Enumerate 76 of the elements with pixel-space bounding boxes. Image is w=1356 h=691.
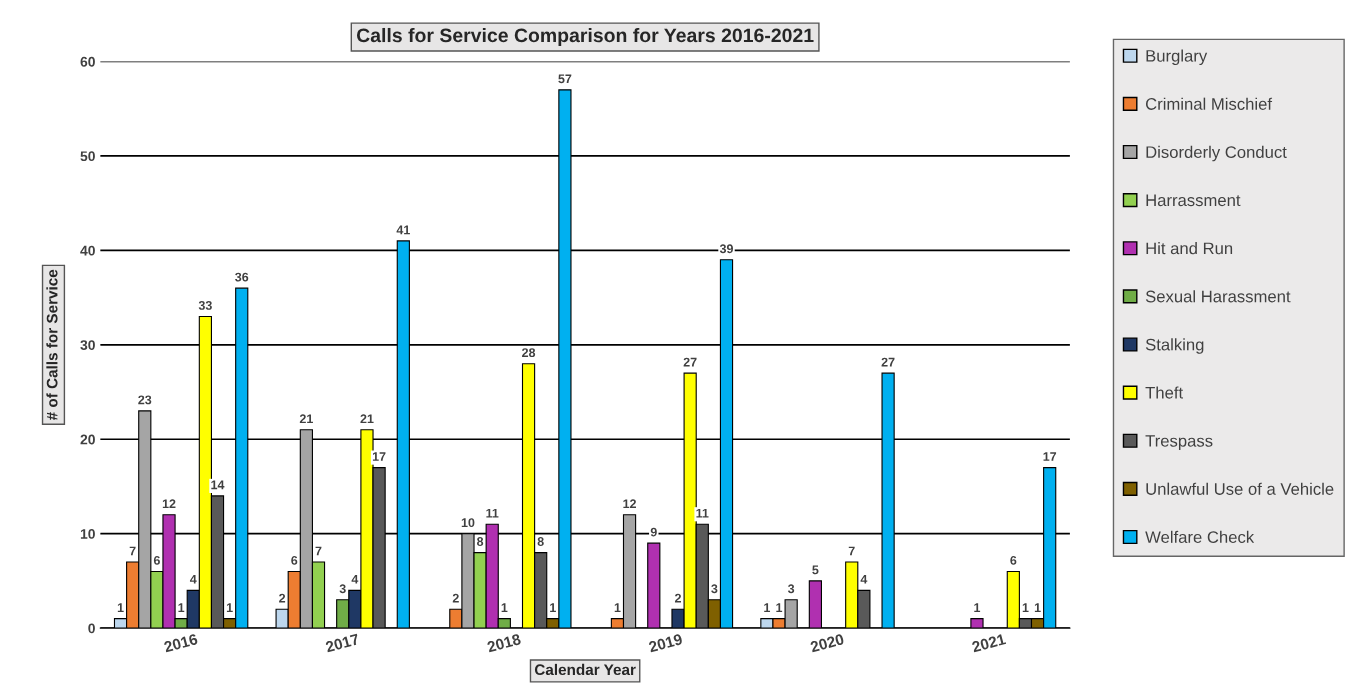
legend-label: Burglary <box>1146 49 1208 66</box>
data-label: 9 <box>650 527 657 537</box>
x-tick-label: 2021 <box>971 633 1007 653</box>
data-label: 39 <box>719 244 733 254</box>
data-label: 2 <box>452 593 459 603</box>
y-axis-title: # of Calls for Service <box>46 269 58 421</box>
data-label: 7 <box>848 546 855 556</box>
data-label: 23 <box>138 395 152 405</box>
data-label: 41 <box>396 225 410 235</box>
data-label: 4 <box>189 574 197 584</box>
data-label: 11 <box>486 508 499 518</box>
x-tick-label: 2020 <box>809 633 845 653</box>
data-label: 1 <box>764 603 771 612</box>
x-tick-label: 2018 <box>486 633 522 653</box>
data-label: 6 <box>291 555 298 565</box>
data-label: 12 <box>623 499 636 509</box>
data-label: 1 <box>226 603 233 612</box>
legend-label: Criminal Mischief <box>1145 97 1273 110</box>
data-label: 6 <box>153 555 160 565</box>
data-label: 6 <box>1010 555 1017 565</box>
data-label: 5 <box>812 565 819 575</box>
y-tick-label: 0 <box>88 623 95 634</box>
data-label: 27 <box>683 357 697 367</box>
data-label: 1 <box>550 603 556 612</box>
legend-label: Sexual Harassment <box>1145 290 1291 303</box>
data-label: 3 <box>339 584 346 594</box>
data-label: 1 <box>501 603 508 612</box>
data-label: 1 <box>1022 603 1029 612</box>
data-label: 3 <box>787 584 795 594</box>
legend-label: Harrassment <box>1146 194 1241 207</box>
x-tick-label: 2017 <box>325 633 360 653</box>
y-tick-label: 60 <box>80 56 95 67</box>
data-label: 21 <box>360 414 374 424</box>
data-label: 11 <box>696 508 709 518</box>
data-label: 1 <box>178 603 185 612</box>
y-tick-label: 40 <box>80 245 95 256</box>
data-label: 8 <box>477 537 484 546</box>
data-label: 7 <box>129 546 136 556</box>
data-label: 17 <box>372 452 386 461</box>
data-label: 1 <box>614 603 621 612</box>
data-label: 1 <box>776 603 783 612</box>
chart-title: Calls for Service Comparison for Years 2016-2021 <box>356 27 814 47</box>
y-tick-label: 20 <box>80 434 95 445</box>
data-label: 27 <box>881 357 895 367</box>
data-label: 10 <box>461 518 475 528</box>
data-label: 14 <box>211 480 225 490</box>
data-label: 36 <box>235 272 249 282</box>
data-label: 2 <box>674 593 681 603</box>
data-label: 12 <box>162 499 176 509</box>
data-label: 7 <box>315 546 322 556</box>
y-tick-label: 10 <box>80 529 95 539</box>
data-label: 4 <box>351 574 359 584</box>
data-label: 2 <box>279 593 286 603</box>
x-axis-title: Calendar Year <box>534 663 636 676</box>
data-label: 1 <box>974 603 981 612</box>
x-tick-label: 2019 <box>648 633 683 653</box>
x-tick-label: 2016 <box>163 633 199 653</box>
data-label: 3 <box>711 584 718 594</box>
y-tick-label: 50 <box>80 151 95 162</box>
legend-label: Welfare Check <box>1145 530 1255 544</box>
data-label: 17 <box>1043 452 1057 461</box>
y-tick-label: 30 <box>80 340 95 350</box>
legend-label: Disorderly Conduct <box>1146 145 1287 162</box>
data-label: 4 <box>860 574 868 584</box>
data-label: 21 <box>299 414 313 424</box>
legend-label: Stalking <box>1145 338 1204 354</box>
data-label: 1 <box>1034 603 1041 612</box>
legend-label: Hit and Run <box>1146 242 1233 255</box>
data-label: 1 <box>117 603 124 612</box>
data-label: 8 <box>537 537 544 546</box>
data-label: 57 <box>558 74 572 84</box>
legend-label: Unlawful Use of a Vehicle <box>1146 482 1334 495</box>
data-label: 28 <box>522 348 536 358</box>
legend-label: Trespass <box>1145 435 1213 451</box>
data-label: 33 <box>198 300 212 310</box>
legend-label: Theft <box>1145 386 1183 399</box>
